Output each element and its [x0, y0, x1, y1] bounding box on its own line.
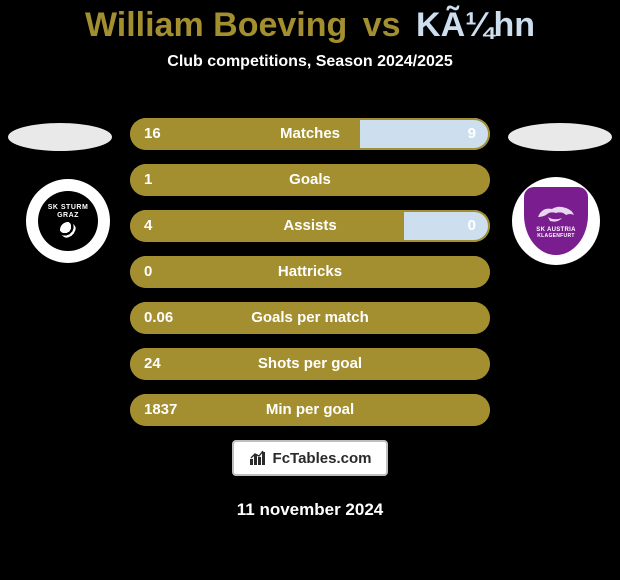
stat-value-left: 4	[144, 210, 152, 242]
stat-value-left: 16	[144, 118, 161, 150]
stat-row: Goals1	[130, 164, 490, 196]
bar-chart-icon	[249, 450, 269, 466]
stats-area: Matches169Goals1Assists40Hattricks0Goals…	[0, 118, 620, 440]
stat-value-right: 0	[468, 210, 476, 242]
stat-row: Goals per match0.06	[130, 302, 490, 334]
player2-name: KÃ¼hn	[416, 6, 535, 44]
stat-label: Goals	[130, 164, 490, 196]
title: William Boeving vs KÃ¼hn	[0, 0, 620, 45]
stat-label: Shots per goal	[130, 348, 490, 380]
stat-label: Matches	[130, 118, 490, 150]
stat-label: Min per goal	[130, 394, 490, 426]
brand-text: FcTables.com	[273, 450, 372, 467]
stat-row: Shots per goal24	[130, 348, 490, 380]
stat-value-left: 1	[144, 164, 152, 196]
stat-row: Matches16 9	[130, 118, 490, 150]
stat-value-right: 9	[468, 118, 476, 150]
stat-label: Goals per match	[130, 302, 490, 334]
stat-value-left: 0.06	[144, 302, 173, 334]
stat-value-left: 0	[144, 256, 152, 288]
stat-row: Assists4 0	[130, 210, 490, 242]
stat-row: Hattricks0	[130, 256, 490, 288]
stat-label: Hattricks	[130, 256, 490, 288]
subtitle: Club competitions, Season 2024/2025	[0, 53, 620, 71]
stat-value-left: 24	[144, 348, 161, 380]
brand-box: FcTables.com	[232, 440, 388, 476]
stat-value-left: 1837	[144, 394, 177, 426]
title-vs: vs	[363, 6, 401, 44]
stat-row: Min per goal1837	[130, 394, 490, 426]
date-line: 11 november 2024	[0, 500, 620, 520]
player1-name: William Boeving	[85, 6, 347, 44]
stat-label: Assists	[130, 210, 490, 242]
